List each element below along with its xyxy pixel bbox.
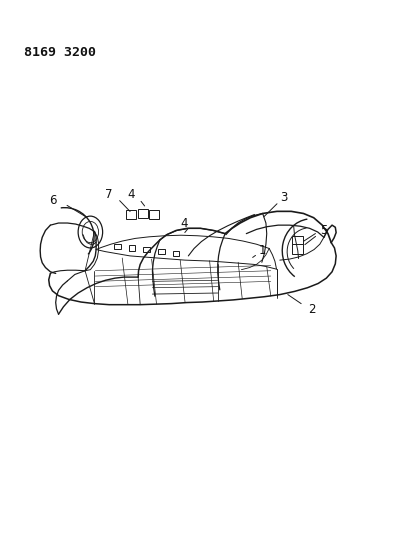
Bar (149, 210, 159, 219)
Bar (143, 247, 150, 252)
Text: 5: 5 (320, 224, 328, 237)
Bar (115, 244, 121, 249)
Text: 3: 3 (281, 191, 288, 204)
Bar (292, 243, 303, 254)
Bar (292, 236, 303, 244)
Text: 8169 3200: 8169 3200 (24, 46, 96, 60)
Text: 1: 1 (259, 244, 266, 257)
Text: 4: 4 (127, 189, 135, 201)
Text: 6: 6 (48, 193, 56, 207)
Bar (126, 210, 136, 219)
Text: 2: 2 (308, 303, 315, 317)
Bar (158, 249, 165, 254)
Bar (129, 245, 135, 251)
Bar (138, 209, 148, 218)
Text: 7: 7 (104, 189, 112, 201)
Text: 4: 4 (180, 216, 188, 230)
Bar (173, 251, 179, 256)
